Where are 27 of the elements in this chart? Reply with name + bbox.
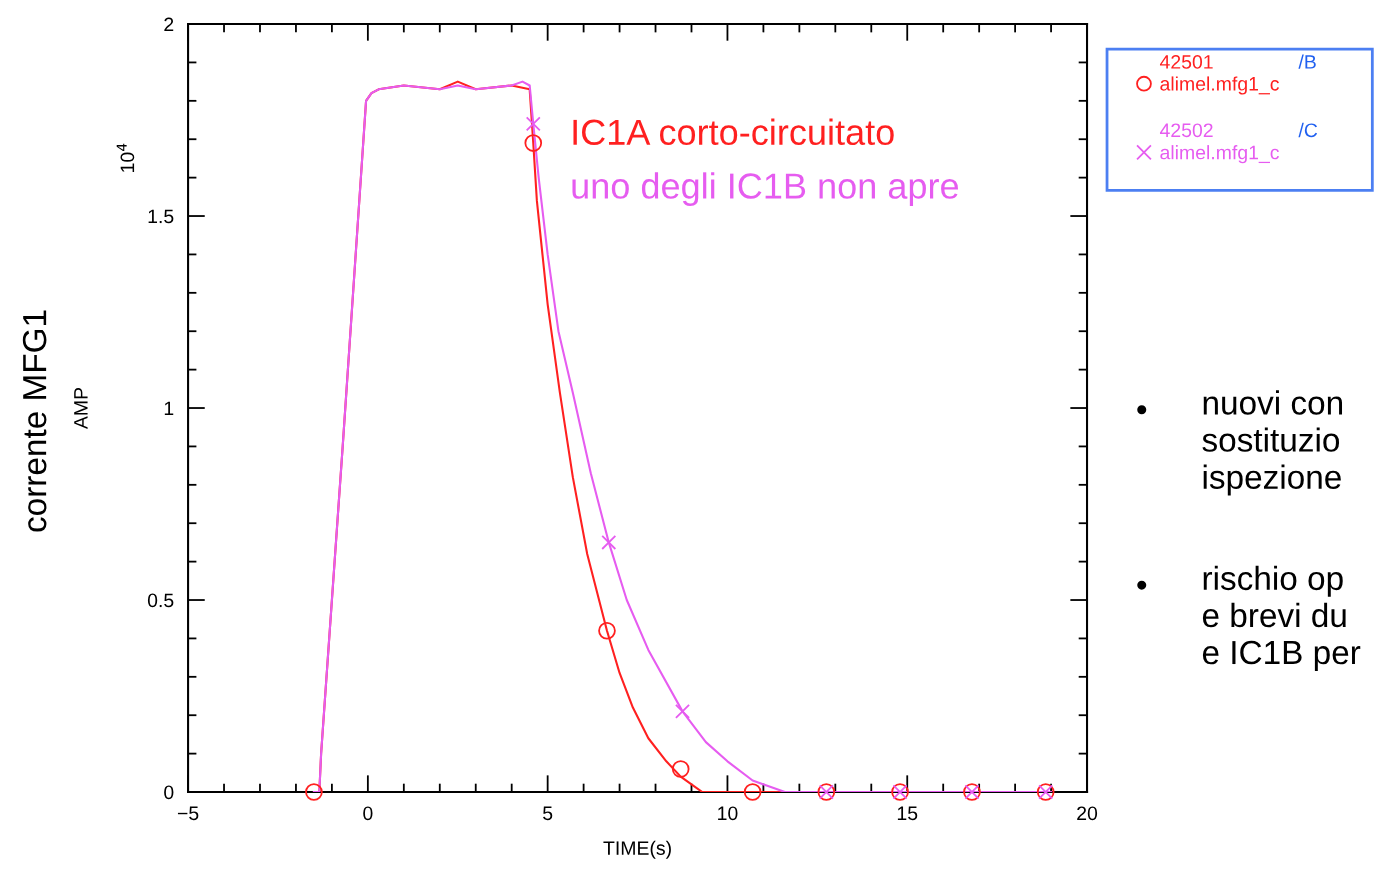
text: • [1137, 405, 1147, 415]
text: rischio op e brevi du e IC1B per [1202, 565, 1361, 671]
y-tick-label: 0.5 [147, 593, 174, 608]
legend-label: alimel.mfg1_c [1160, 145, 1279, 164]
y-tick-label: 2 [164, 17, 174, 32]
text: nuovi con sostituzio ispezione [1202, 390, 1343, 496]
x-tick-label: −5 [177, 806, 199, 821]
x-tick-label: 0 [363, 806, 373, 821]
annotation: IC1A corto-circuitato [573, 118, 894, 146]
y-axis-title: AMP [74, 387, 88, 430]
x-tick-label: 5 [543, 806, 553, 821]
text: 42502 [1159, 123, 1213, 138]
annotation: uno degli IC1B non apre [572, 172, 959, 206]
text: /C [1298, 122, 1318, 138]
y-tick-label: 1.5 [148, 209, 174, 224]
legend-label: alimel.mfg1_c [1160, 76, 1279, 95]
y-tick-label: 0 [164, 785, 174, 800]
x-tick-label: 15 [897, 806, 918, 821]
text: • [1137, 580, 1147, 590]
text: corrente MFG1 [22, 310, 47, 532]
x-tick-label: 20 [1077, 806, 1098, 821]
text: /B [1298, 54, 1316, 69]
x-axis-title: TIME(s) [603, 840, 671, 859]
text: 10$^{4}$ [116, 143, 135, 172]
text: 42501 [1159, 55, 1213, 69]
x-tick-label: 10 [718, 806, 738, 821]
y-tick-label: 1 [164, 401, 174, 416]
